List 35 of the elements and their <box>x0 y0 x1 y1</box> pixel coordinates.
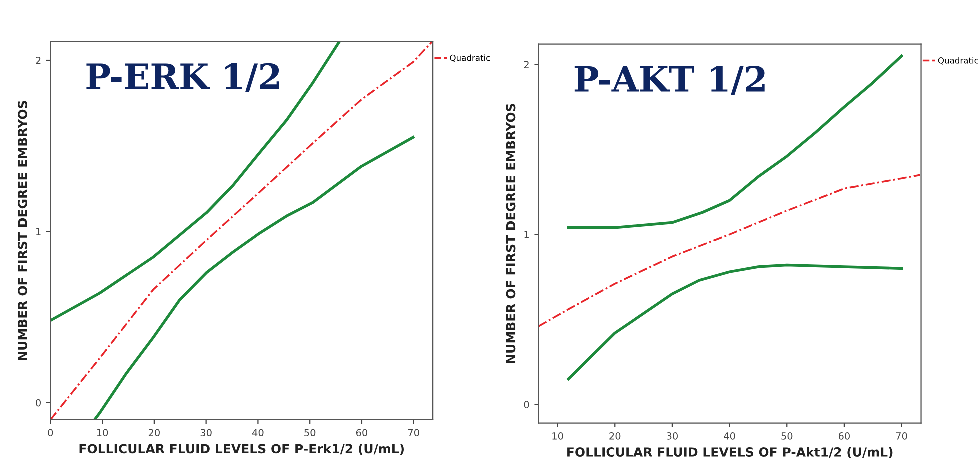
x-tick-label: 60 <box>838 432 850 440</box>
text: P-ERK 1/2 <box>86 63 280 92</box>
x-tick-label: 30 <box>200 429 212 437</box>
y-tick-label: 2 <box>36 57 41 64</box>
x-tick-label: 50 <box>304 429 316 437</box>
legend-label: Quadratic <box>450 54 490 62</box>
line-series <box>93 136 415 420</box>
x-axis-title: FOLLICULAR FLUID LEVELS OF P-Erk1/2 (U/mL) <box>80 444 404 456</box>
x-tick-label: 40 <box>724 432 736 440</box>
y-axis-title: NUMBER OF FIRST DEGREE EMBRYOS <box>18 101 28 360</box>
x-tick-label: 10 <box>97 429 108 437</box>
y-axis-title: NUMBER OF FIRST DEGREE EMBRYOS <box>506 104 516 364</box>
line-series <box>567 54 904 230</box>
x-tick-label: 10 <box>552 432 564 440</box>
line-series <box>50 42 434 420</box>
y-tick-label: 1 <box>524 231 529 238</box>
x-axis-title: FOLLICULAR FLUID LEVELS OF P-Akt1/2 (U/mL) <box>568 447 893 458</box>
y-tick-label: 0 <box>36 399 41 407</box>
x-tick-label: 70 <box>896 432 908 440</box>
legend-label: Quadratic <box>938 57 978 65</box>
y-tick-label: 1 <box>36 228 41 236</box>
y-tick-label: 2 <box>524 61 529 68</box>
x-tick-label: 0 <box>48 429 54 437</box>
x-tick-label: 20 <box>148 429 160 437</box>
text: P-AKT 1/2 <box>574 66 765 96</box>
x-tick-label: 30 <box>667 432 678 440</box>
x-tick-label: 70 <box>408 429 420 437</box>
line-series <box>50 42 342 322</box>
x-tick-label: 40 <box>252 429 264 437</box>
x-tick-label: 20 <box>610 432 621 440</box>
line-series <box>567 264 904 381</box>
x-tick-label: 60 <box>356 429 368 437</box>
x-tick-label: 50 <box>782 432 793 440</box>
y-tick-label: 0 <box>524 401 530 408</box>
line-series <box>538 174 922 328</box>
